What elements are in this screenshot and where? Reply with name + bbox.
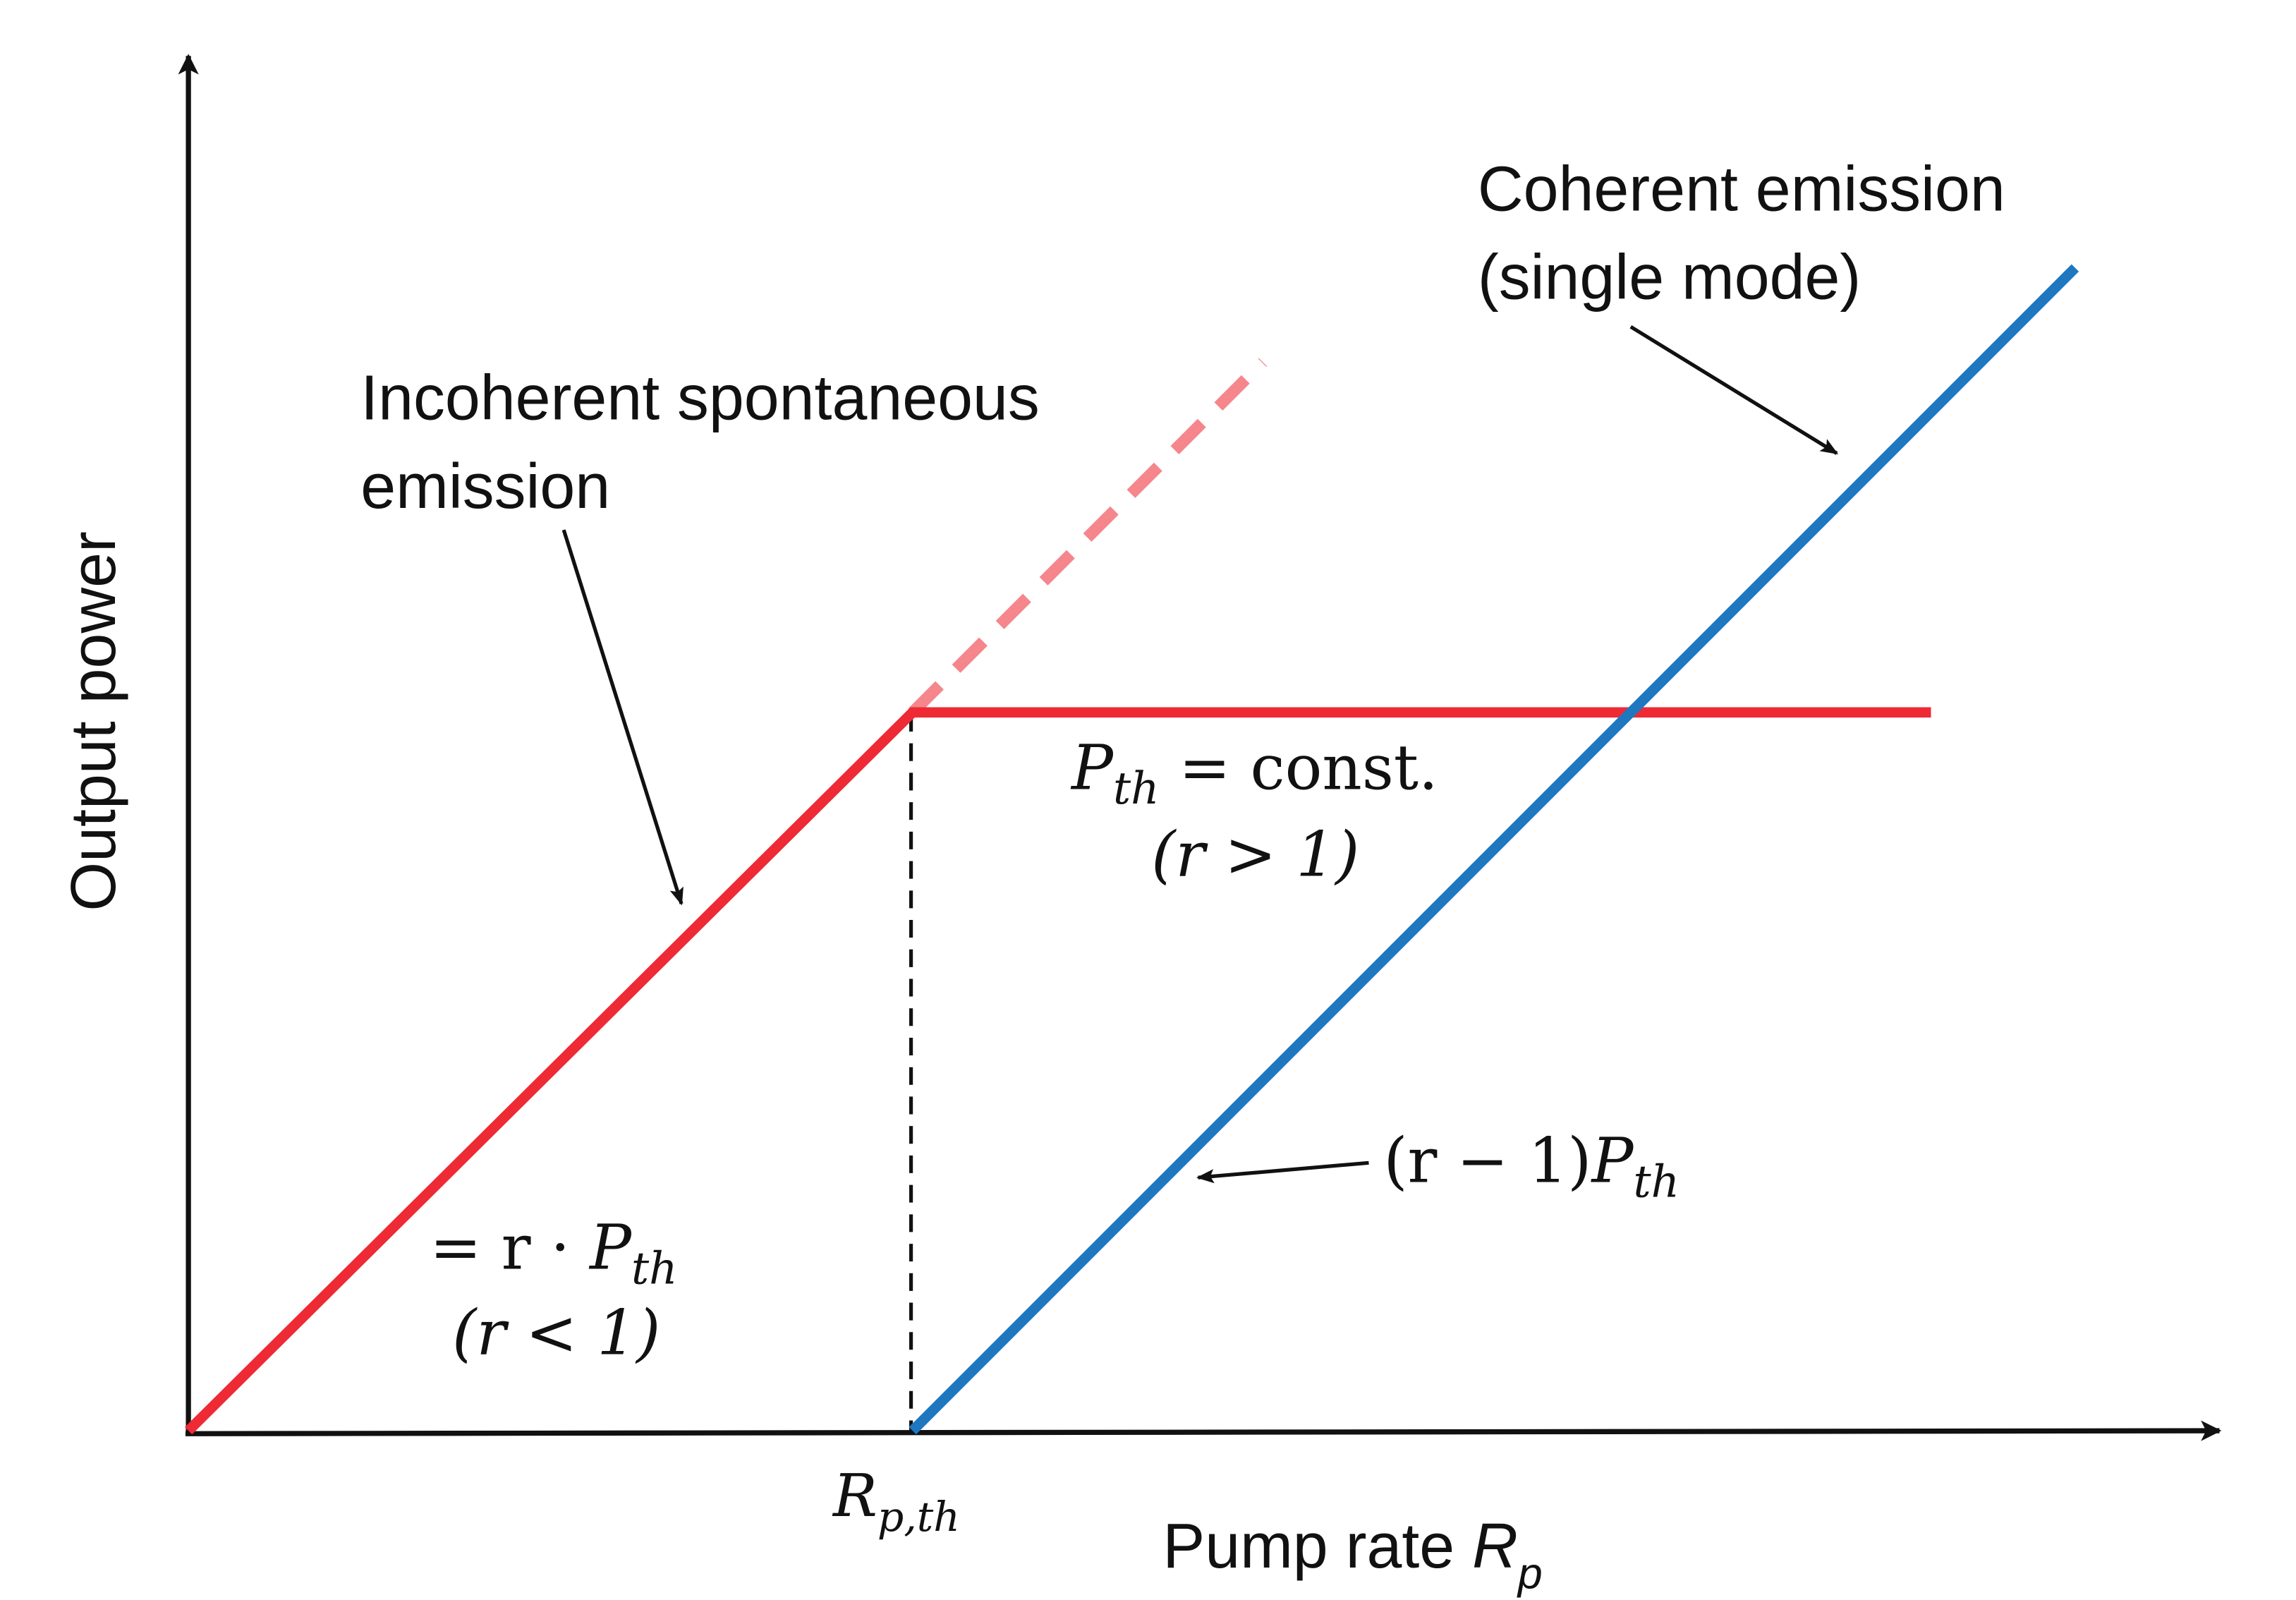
coherent-label-line2: (single mode) [1478,243,1861,313]
spontaneous-emission-line [184,707,1931,1435]
below-threshold-condition: (r < 1) [452,1297,660,1369]
y-axis-label: Output power [59,531,129,911]
threshold-tick-label: Rp,th [832,1462,960,1541]
coherent-power-equation: (r − 1)Pth [1383,1125,1680,1207]
incoherent-arrow [561,529,684,906]
incoherent-label-line2: emission [360,451,610,522]
coherent-label-line1: Coherent emission [1478,154,2005,224]
above-threshold-condition: (r > 1) [1151,818,1359,890]
x-axis [185,1420,2222,1441]
spontaneous-extrapolation-line [908,358,1268,717]
coherent-arrow [1629,325,1839,455]
coherent-power-arrow [1196,1160,1369,1184]
incoherent-label-line1: Incoherent spontaneous [360,363,1040,434]
below-threshold-equation: = r · Pth [430,1212,677,1295]
x-axis-label: Pump rate Rp [1162,1511,1542,1598]
above-threshold-equation: Pth = const. [1070,732,1438,814]
coherent-emission-line [909,264,2079,1435]
